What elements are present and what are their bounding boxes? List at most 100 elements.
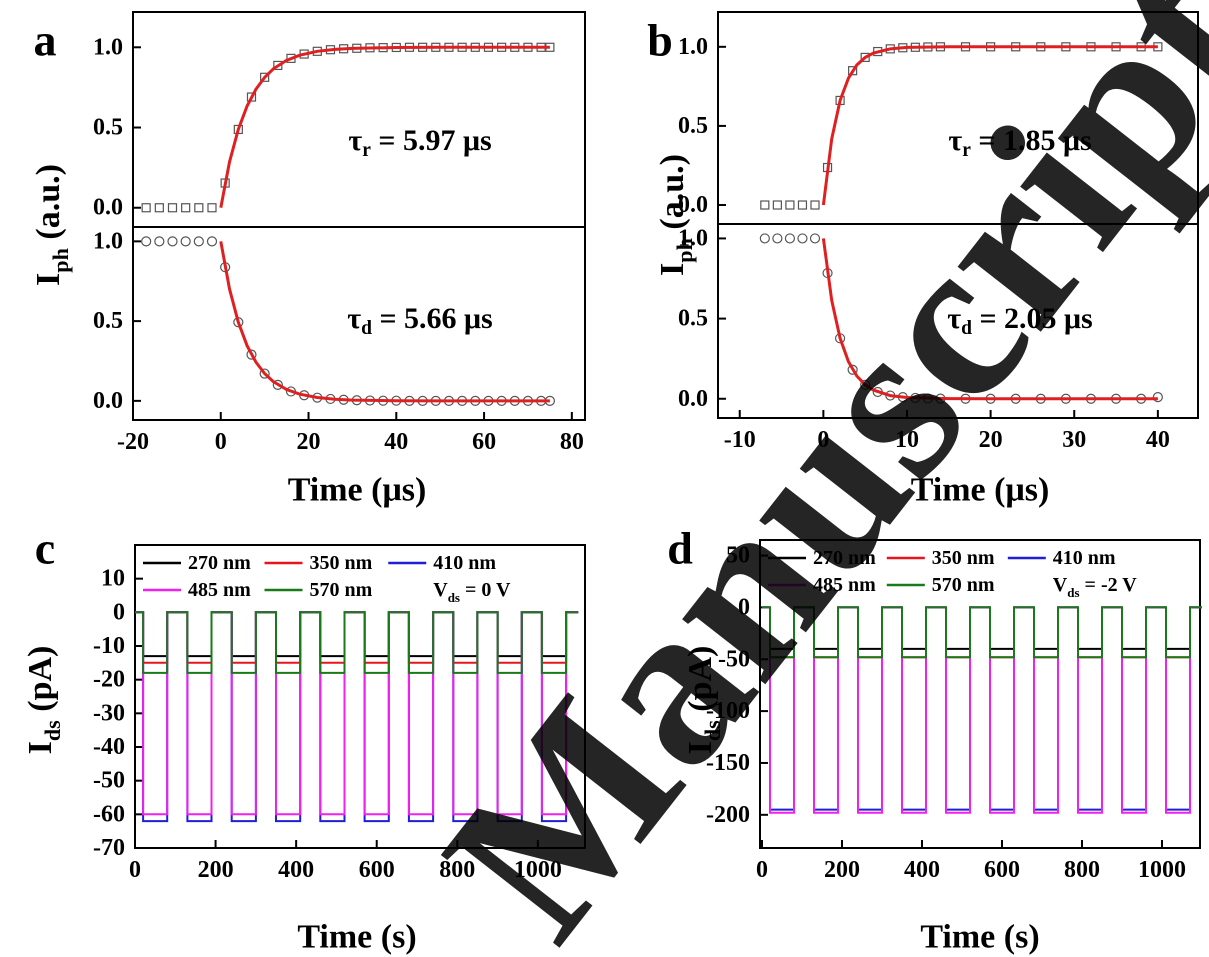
data-line [135, 611, 579, 658]
data-point [797, 233, 808, 244]
y-axis-label-sub: ph [48, 248, 73, 273]
y-tick-label: 0.0 [93, 195, 123, 221]
y-axis-label-rest: (a.u.) [654, 154, 691, 230]
y-tick-label: -50 [718, 646, 750, 672]
x-tick-label: 80 [560, 429, 584, 455]
x-tick-label: 800 [1064, 857, 1100, 883]
annotation-rest: = 5.97 μs [378, 124, 491, 157]
x-tick-label: 800 [439, 857, 475, 883]
data-line [762, 606, 1202, 659]
data-point [194, 203, 204, 213]
plot-frame [132, 226, 586, 421]
data-point [797, 200, 808, 210]
data-line [219, 241, 550, 403]
annotation-main: V [433, 579, 448, 601]
legend-label: 270 nm [188, 552, 251, 574]
data-line [821, 238, 1158, 401]
annotation-rest: = 0 V [465, 579, 511, 601]
annotation-rest: = 5.66 μs [379, 302, 492, 335]
data-point [167, 203, 178, 213]
x-axis-label: Time (μs) [288, 472, 427, 509]
x-tick-label: 30 [1062, 427, 1086, 453]
legend-label: 485 nm [813, 574, 876, 596]
x-tick-label: 1000 [514, 857, 562, 883]
annotation-rest: = 1.85 μs [978, 124, 1091, 157]
legend-label: 410 nm [1053, 547, 1116, 569]
data-point [772, 200, 782, 210]
legend-label: 270 nm [813, 547, 876, 569]
data-point [772, 233, 783, 244]
data-point [154, 236, 165, 247]
legend-label: 570 nm [932, 574, 995, 596]
data-point [167, 236, 178, 247]
plot-frame [759, 539, 1201, 849]
y-axis-label-main: I [654, 263, 691, 276]
y-tick-label: -50 [93, 768, 125, 794]
y-tick-label: -200 [706, 802, 750, 828]
y-tick-label: -70 [93, 835, 125, 861]
annotation-sub: r [962, 140, 971, 161]
panel-label: b [647, 15, 673, 66]
plot-frame [134, 544, 586, 849]
x-tick-label: 0 [817, 427, 829, 453]
y-axis-label-main: I [22, 741, 59, 754]
y-axis-label-rest: (a.u.) [30, 164, 67, 240]
annotation: Vds = 0 V [433, 579, 511, 605]
data-point [141, 203, 151, 213]
x-tick-label: 200 [824, 857, 860, 883]
data-point [784, 233, 796, 244]
data-point [207, 203, 217, 213]
y-axis-label: Ids (pA) [682, 646, 726, 755]
y-axis-label-sub: ph [672, 238, 697, 263]
x-tick-label: 40 [384, 429, 408, 455]
y-tick-label: 0 [738, 594, 750, 620]
y-tick-label: 1.0 [678, 225, 708, 251]
x-axis-label: Time (s) [920, 919, 1039, 956]
x-tick-label: 10 [895, 427, 919, 453]
data-point [193, 236, 204, 247]
y-axis-label-sub: ds [700, 720, 725, 741]
y-tick-label: 0.0 [678, 192, 708, 218]
annotation-main: τ [947, 302, 961, 335]
annotation: τr = 5.97 μs [348, 124, 491, 162]
y-tick-label: 0.5 [678, 306, 708, 332]
x-tick-label: 600 [984, 857, 1020, 883]
data-point [810, 200, 820, 210]
data-point [759, 233, 770, 244]
y-tick-label: 10 [101, 566, 125, 592]
x-tick-label: 20 [297, 429, 321, 455]
y-tick-label: 0.5 [678, 113, 708, 139]
data-line [135, 611, 579, 674]
y-tick-label: -100 [706, 698, 750, 724]
y-tick-label: 1.0 [93, 228, 123, 254]
annotation: τd = 5.66 μs [347, 302, 492, 340]
annotation-rest: = 2.05 μs [979, 302, 1092, 335]
legend-label: 485 nm [188, 579, 251, 601]
y-tick-label: -40 [93, 734, 125, 760]
plot-frame [717, 223, 1199, 419]
panel-label: c [35, 523, 55, 574]
data-point [206, 236, 218, 247]
annotation-rest: = -2 V [1085, 574, 1138, 596]
annotation-sub: ds [448, 590, 460, 605]
annotation-main: V [1053, 574, 1068, 596]
y-axis-label-rest: (pA) [22, 646, 59, 712]
x-tick-label: 600 [359, 857, 395, 883]
x-tick-label: 0 [129, 857, 141, 883]
y-tick-label: -60 [93, 801, 125, 827]
y-tick-label: 50 [726, 543, 750, 569]
x-tick-label: 40 [1146, 427, 1170, 453]
annotation-main: τ [347, 302, 361, 335]
y-axis-label-main: I [682, 741, 719, 754]
annotation-sub: d [961, 318, 972, 339]
x-tick-label: -20 [117, 429, 149, 455]
y-axis-label-rest: (pA) [682, 646, 719, 712]
y-axis-label: Iph (a.u.) [654, 154, 698, 276]
data-point [154, 203, 164, 213]
annotation: τd = 2.05 μs [947, 302, 1092, 340]
y-tick-label: 0.5 [93, 308, 123, 334]
y-tick-label: -150 [706, 750, 750, 776]
x-tick-label: 60 [472, 429, 496, 455]
x-tick-label: 1000 [1138, 857, 1186, 883]
y-tick-label: 0 [113, 599, 125, 625]
